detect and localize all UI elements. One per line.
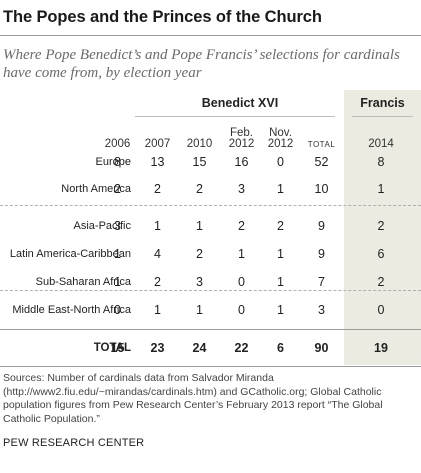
table-cell: 52 <box>314 155 329 169</box>
group-rule-francis <box>352 116 413 117</box>
table-cell: 2 <box>154 275 161 289</box>
row-label: Europe <box>95 156 131 168</box>
table-cell: 6 <box>277 341 284 355</box>
column-header: Feb. 2012 <box>228 127 255 150</box>
row-label: Middle East-North Africa <box>12 304 131 316</box>
row-label: Asia-Pacific <box>73 220 131 232</box>
column-header: Nov. 2012 <box>267 127 294 150</box>
table-cell: 23 <box>150 341 165 355</box>
table-cell: 0 <box>114 303 121 317</box>
row-divider-dashed <box>0 290 421 291</box>
francis-column-highlight <box>344 90 421 365</box>
column-header: TOTAL <box>307 140 336 149</box>
group-header-benedict: Benedict XVI <box>201 96 279 110</box>
title-rule <box>0 35 421 36</box>
table-cell: 22 <box>234 341 249 355</box>
table-row: Europe 8 13 15 16 0 52 8 <box>0 151 421 173</box>
table-cell: 0 <box>238 303 245 317</box>
row-label: Sub-Saharan Africa <box>35 276 131 288</box>
table-cell: 9 <box>318 219 325 233</box>
column-header: 2006 <box>104 138 131 150</box>
table-cell: 1 <box>377 182 385 196</box>
table-cell: 1 <box>114 247 121 261</box>
table-row: Latin America-Caribbean 1 4 2 1 1 9 6 <box>0 243 421 265</box>
table-cell: 6 <box>377 247 385 261</box>
table-cell: 1 <box>154 303 161 317</box>
table-cell: 90 <box>314 341 329 355</box>
table-cell: 2 <box>238 219 245 233</box>
chart-subtitle: Where Pope Benedict’s and Pope Francis’ … <box>3 47 400 81</box>
table-cell: 2 <box>196 182 203 196</box>
table-cell: 2 <box>377 219 385 233</box>
table-cell: 1 <box>154 219 161 233</box>
source-note: Sources: Number of cardinals data from S… <box>3 372 383 425</box>
row-divider-solid <box>0 366 421 367</box>
row-label: Latin America-Caribbean <box>9 248 131 260</box>
table-cell: 3 <box>114 219 121 233</box>
row-divider-solid <box>0 329 421 330</box>
table-cell: 2 <box>377 275 385 289</box>
table-cell: 19 <box>374 341 388 355</box>
group-rule-benedict <box>135 116 335 117</box>
table-cell: 1 <box>277 247 284 261</box>
row-divider-dashed <box>0 205 421 206</box>
table-cell: 3 <box>196 275 203 289</box>
column-header: 2014 <box>368 138 394 150</box>
footer-credit: PEW RESEARCH CENTER <box>3 437 145 449</box>
table-row: Sub-Saharan Africa 1 2 3 0 1 7 2 <box>0 271 421 293</box>
table-cell: 13 <box>150 155 165 169</box>
table-cell: 0 <box>277 155 284 169</box>
table-cell: 2 <box>154 182 161 196</box>
table-cell: 8 <box>377 155 385 169</box>
table-cell: 1 <box>277 182 284 196</box>
column-header: 2007 <box>144 138 171 150</box>
table-cell: 4 <box>154 247 161 261</box>
table-row: Middle East-North Africa 0 1 1 0 1 3 0 <box>0 299 421 321</box>
table-cell: 2 <box>277 219 284 233</box>
table-cell: 2 <box>114 182 121 196</box>
chart-title: The Popes and the Princes of the Church <box>3 8 322 26</box>
table-cell: 0 <box>377 303 385 317</box>
table-cell: 3 <box>238 182 245 196</box>
table-row: North America 2 2 2 3 1 10 1 <box>0 178 421 200</box>
table-cell: 15 <box>192 155 207 169</box>
table-cell: 3 <box>318 303 325 317</box>
table-cell: 1 <box>196 219 203 233</box>
group-header-francis: Francis <box>360 96 405 110</box>
table-cell: 2 <box>196 247 203 261</box>
table-cell: 24 <box>192 341 207 355</box>
table-cell: 1 <box>196 303 203 317</box>
table-cell: 7 <box>318 275 325 289</box>
table-cell: 8 <box>114 155 121 169</box>
column-header: 2010 <box>186 138 213 150</box>
table-cell: 1 <box>114 275 121 289</box>
table-cell: 15 <box>110 341 125 355</box>
table-row: Asia-Pacific 3 1 1 2 2 9 2 <box>0 215 421 237</box>
table-cell: 1 <box>238 247 245 261</box>
table-row: TOTAL 15 23 24 22 6 90 19 <box>0 337 421 359</box>
row-label: TOTAL <box>93 342 131 354</box>
table-cell: 1 <box>277 303 284 317</box>
table-cell: 9 <box>318 247 325 261</box>
table-cell: 0 <box>238 275 245 289</box>
table-cell: 16 <box>234 155 249 169</box>
table-cell: 1 <box>277 275 284 289</box>
row-label: North America <box>61 183 131 195</box>
table-cell: 10 <box>314 182 329 196</box>
